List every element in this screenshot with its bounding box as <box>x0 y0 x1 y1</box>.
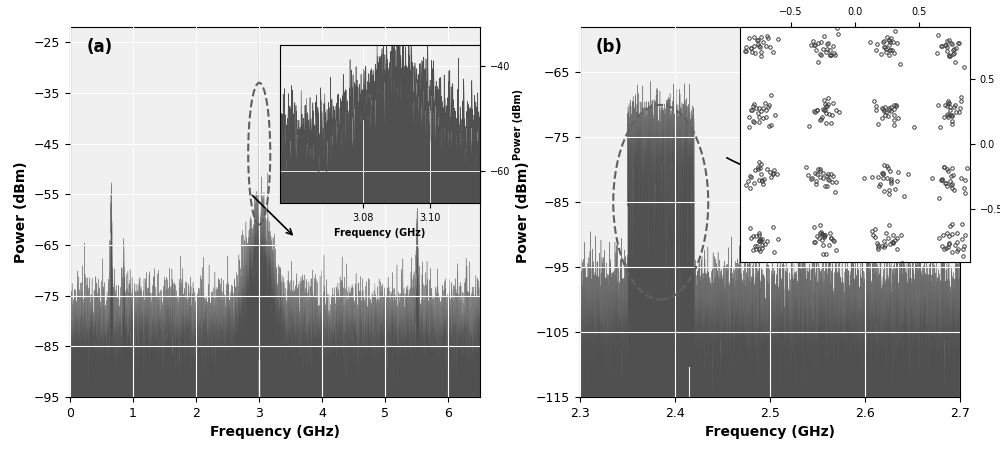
Y-axis label: Power (dBm): Power (dBm) <box>513 88 523 160</box>
X-axis label: Frequency (GHz): Frequency (GHz) <box>334 228 426 238</box>
Y-axis label: Power (dBm): Power (dBm) <box>516 161 530 263</box>
Text: (a): (a) <box>86 38 113 56</box>
X-axis label: Frequency (GHz): Frequency (GHz) <box>705 425 835 439</box>
X-axis label: Frequency (GHz): Frequency (GHz) <box>210 425 340 439</box>
Y-axis label: Power (dBm): Power (dBm) <box>14 161 28 263</box>
Text: EVM=8.06%: EVM=8.06% <box>815 246 900 259</box>
Text: (b): (b) <box>595 38 622 56</box>
